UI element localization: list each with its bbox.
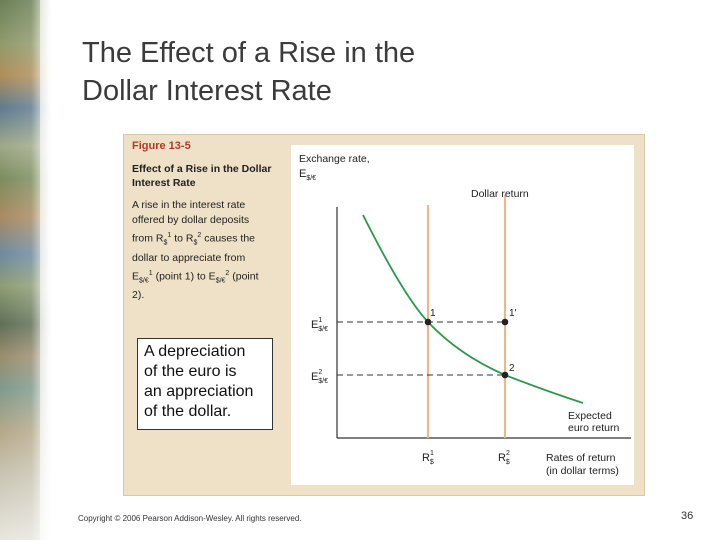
expected-euro-label-line1: Expected: [568, 410, 612, 422]
x-axis-label-line2: (in dollar terms): [546, 465, 619, 477]
tick-E1-sub: $/€: [318, 326, 328, 333]
graph-background: [291, 145, 634, 485]
callout-line3: an appreciation: [144, 383, 254, 400]
dollar-return-label: Dollar return: [471, 188, 529, 200]
point-1-prime: [501, 318, 509, 326]
slide-title-line2: Dollar Interest Rate: [82, 75, 332, 107]
callout-box: A depreciation of the euro is an appreci…: [137, 338, 273, 430]
point-2-label: 2: [509, 363, 515, 374]
caption-sup: 2: [197, 232, 202, 239]
tick-R1-sub: $: [430, 459, 434, 466]
point-2: [501, 371, 509, 379]
caption-line-4: dollar to appreciate from: [132, 251, 246, 264]
tick-R2-sub: $: [506, 459, 510, 466]
footer-copyright: Copyright © 2006 Pearson Addison-Wesley.…: [78, 514, 302, 523]
tick-E1-sup: 1: [318, 317, 322, 324]
tick-label-E1: E1 $/€: [311, 317, 328, 333]
callout-line4: of the dollar.: [144, 403, 232, 420]
caption-sup: 2: [225, 269, 230, 277]
caption-causes: causes the: [201, 232, 256, 245]
diagram-graph: 1 1' 2 Exchange rate, E$/€ Dollar return…: [299, 153, 631, 477]
y-axis-label-E: E$/€: [299, 168, 316, 182]
callout-line1: A depreciation: [144, 343, 246, 360]
figure-caption-title: Effect of a Rise in the Dollar Interest …: [132, 162, 282, 190]
caption-from: from R: [132, 232, 164, 245]
slide-title-line1: The Effect of a Rise in the: [82, 37, 416, 69]
figure-label: Figure 13-5: [132, 140, 191, 152]
caption-to: to R: [171, 232, 194, 245]
caption-point1: (point 1) to E: [152, 270, 216, 283]
point-1: [424, 318, 432, 326]
figure-caption-body: A rise in the interest rate offered by d…: [132, 198, 282, 303]
x-axis-label-line1: Rates of return: [546, 452, 616, 464]
caption-line-2: offered by dollar deposits: [132, 214, 250, 226]
tick-E2-sub: $/€: [318, 378, 328, 385]
caption-sub: $: [163, 239, 168, 247]
callout-line2: of the euro is: [144, 363, 237, 380]
tick-E2-E: E: [311, 371, 318, 383]
figure-caption-title-line1: Effect of a Rise in the Dollar: [132, 163, 272, 175]
caption-line-3: from R$1 to R$2 causes the: [132, 228, 282, 251]
figure-caption-title-line2: Interest Rate: [132, 177, 196, 189]
y-axis-label-line1: Exchange rate,: [299, 153, 370, 165]
tick-R1-R: R: [422, 452, 430, 464]
tick-label-E2: E2 $/€: [311, 369, 328, 385]
y-axis-label-sub: $/€: [306, 175, 316, 182]
expected-euro-return-curve: [362, 214, 584, 404]
tick-label-R1: R1 $: [422, 450, 434, 466]
decorative-fade: [40, 0, 70, 540]
tick-R2-sup: 2: [506, 450, 510, 457]
caption-point: (point: [229, 270, 259, 283]
tick-E2-sup: 2: [318, 369, 322, 376]
caption-line-6: 2).: [132, 289, 145, 302]
point-1-label: 1: [430, 308, 436, 319]
tick-R1-sup: 1: [430, 450, 434, 457]
caption-line-5: E$/€1 (point 1) to E$/€2 (point: [132, 266, 282, 289]
point-1-prime-label: 1': [509, 308, 517, 319]
caption-line-1: A rise in the interest rate: [132, 199, 246, 211]
caption-sub: $/€: [139, 277, 149, 285]
caption-sup: 1: [167, 232, 172, 239]
slide-title: The Effect of a Rise in the Dollar Inter…: [82, 34, 602, 110]
caption-sub: $/€: [215, 277, 226, 285]
expected-euro-label-line2: euro return: [568, 422, 620, 434]
page-number: 36: [681, 510, 694, 522]
tick-E1-E: E: [311, 319, 318, 331]
tick-label-R2: R2 $: [498, 450, 510, 466]
caption-sup: 1: [148, 269, 153, 277]
tick-R2-R: R: [498, 452, 506, 464]
caption-sub: $: [193, 239, 198, 247]
y-axis-label-E-text: E: [299, 168, 306, 180]
caption-E: E: [132, 270, 140, 283]
